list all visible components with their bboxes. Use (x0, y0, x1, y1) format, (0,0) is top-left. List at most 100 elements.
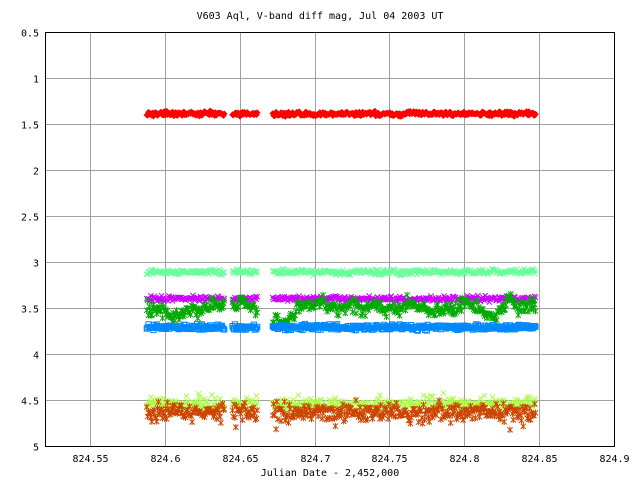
data-point (220, 304, 227, 311)
data-point (332, 395, 339, 402)
data-point (517, 411, 524, 419)
data-point (460, 416, 467, 424)
data-point (147, 393, 154, 400)
data-point (510, 416, 517, 423)
y-tick-label: 4 (33, 351, 39, 362)
grid (45, 32, 615, 447)
data-point (500, 400, 507, 407)
data-series (143, 397, 539, 433)
data-point (461, 270, 468, 277)
data-point (220, 269, 227, 276)
y-tick-label: 1.5 (21, 121, 39, 132)
data-point (427, 392, 434, 399)
data-point (172, 324, 179, 331)
data-point (281, 398, 288, 405)
data-point (196, 393, 203, 400)
data-point (218, 322, 225, 329)
data-point (295, 392, 302, 399)
data-point (446, 412, 453, 420)
data-point (272, 406, 279, 414)
chart-title: V603 Aql, V-band diff mag, Jul 04 2003 U… (197, 11, 444, 22)
plot-frame (45, 32, 615, 447)
data-point (429, 393, 436, 400)
data-point (530, 325, 537, 332)
x-tick-label: 824.55 (72, 454, 108, 465)
data-point (221, 297, 228, 304)
x-tick-label: 824.65 (222, 454, 258, 465)
data-point (530, 296, 537, 303)
data-point (377, 299, 384, 306)
data-point (410, 325, 417, 332)
data-point (420, 392, 427, 399)
data-point (385, 415, 392, 422)
data-series (143, 265, 539, 279)
data-point (285, 419, 292, 426)
data-point (254, 293, 261, 300)
data-point (273, 398, 280, 405)
y-tick-label: 0.5 (21, 29, 39, 40)
data-point (155, 398, 162, 406)
data-point (286, 401, 293, 408)
data-point (300, 414, 307, 422)
data-point (402, 307, 409, 314)
data-point (393, 399, 400, 407)
data-point (377, 401, 384, 409)
data-point (293, 271, 300, 278)
data-point (153, 418, 160, 425)
data-point (423, 394, 430, 401)
data-point (254, 309, 261, 316)
data-point (189, 418, 196, 426)
data-point (420, 401, 427, 409)
data-point (320, 291, 327, 299)
data-point (532, 395, 539, 402)
data-point (148, 311, 155, 319)
data-point (362, 312, 369, 319)
data-series (143, 290, 539, 330)
data-point (221, 405, 228, 413)
data-point (183, 393, 190, 400)
data-point (181, 311, 188, 319)
data-point (271, 411, 278, 419)
data-point (254, 323, 261, 330)
data-point (212, 395, 219, 402)
data-point (274, 416, 281, 423)
data-point (532, 267, 539, 274)
y-tick-label: 5 (33, 443, 39, 454)
data-point (493, 317, 500, 324)
data-point (472, 414, 479, 422)
data-point (455, 402, 462, 410)
data-point (335, 312, 342, 319)
y-tick-label: 3 (33, 259, 39, 270)
data-point (507, 426, 513, 433)
data-point (143, 403, 150, 411)
data-point (220, 110, 228, 118)
data-point (253, 326, 260, 333)
y-tick-label: 2.5 (21, 213, 39, 224)
data-point (221, 269, 228, 276)
data-point (339, 401, 346, 408)
data-point (334, 268, 341, 275)
data-point (217, 419, 224, 426)
data-point (532, 323, 539, 330)
data-point (408, 414, 415, 421)
data-point (144, 296, 151, 304)
series-layer (143, 107, 539, 433)
data-point (153, 310, 160, 317)
x-tick-label: 824.7 (300, 454, 330, 465)
data-point (415, 418, 422, 426)
y-tick-label: 1 (33, 75, 39, 86)
data-point (253, 109, 261, 116)
data-point (203, 398, 210, 405)
data-point (474, 298, 481, 305)
data-point (501, 418, 508, 425)
data-point (217, 413, 224, 421)
data-point (369, 415, 376, 422)
data-point (421, 416, 428, 423)
data-point (349, 308, 356, 316)
data-point (315, 413, 322, 420)
data-point (531, 323, 538, 330)
data-point (342, 310, 349, 317)
data-point (221, 326, 228, 333)
x-tick-label: 824.85 (521, 454, 557, 465)
data-point (473, 298, 480, 305)
